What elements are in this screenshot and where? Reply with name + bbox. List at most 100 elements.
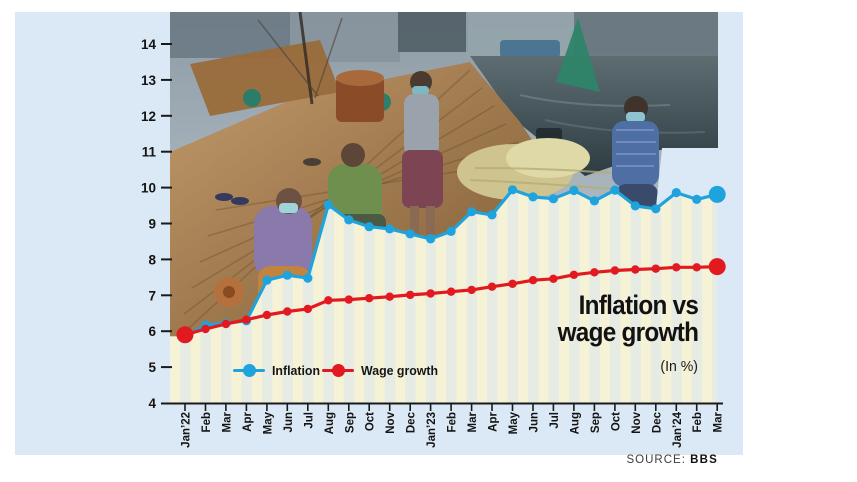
wage-growth-point [242, 315, 251, 324]
x-tick-label: Sep [590, 412, 602, 433]
wage-legend-marker-icon [322, 363, 354, 377]
inflation-point [651, 204, 661, 214]
chart-title-line1: Inflation vs [578, 290, 698, 320]
x-tick-label: Feb [447, 412, 459, 432]
wage-growth-point [549, 274, 558, 283]
y-tick-label: 7 [148, 288, 156, 303]
wage-growth-point [708, 258, 726, 276]
x-tick-label: Oct [365, 412, 377, 431]
y-tick-label: 5 [148, 360, 156, 375]
wage-growth-point [487, 282, 497, 291]
x-tick-label: Jul [303, 412, 315, 429]
wage-growth-point [426, 289, 435, 298]
source-label: SOURCE: [626, 454, 686, 466]
y-tick-label: 8 [148, 252, 156, 267]
wage-growth-point [262, 310, 272, 320]
inflation-point [630, 201, 640, 211]
x-tick-label: Jan’23 [426, 412, 438, 448]
x-tick-label: Mar [467, 411, 479, 432]
wage-growth-point [692, 263, 701, 272]
x-tick-label: Mar [713, 411, 725, 432]
x-tick-label: May [262, 411, 274, 434]
inflation-point [671, 188, 681, 198]
inflation-point [589, 196, 600, 206]
inflation-point [385, 224, 395, 234]
x-tick-label: Jan’22 [181, 412, 193, 448]
source-value: BBS [690, 454, 718, 466]
x-tick-label: Jan’24 [672, 411, 684, 447]
inflation-point [507, 185, 518, 195]
wage-growth-point [610, 266, 620, 275]
wage-growth-point [467, 285, 476, 295]
y-tick-label: 4 [148, 396, 156, 411]
x-tick-label: Nov [385, 411, 397, 433]
wage-growth-markers [176, 258, 726, 344]
y-axis: 4 5 6 7 8 9 10 11 12 13 14 [141, 37, 172, 411]
inflation-legend-label: Inflation [272, 362, 321, 378]
inflation-point [446, 226, 456, 236]
inflation-point [692, 194, 702, 204]
wage-growth-point [508, 279, 517, 288]
inflation-point [487, 210, 497, 220]
inflation-point [708, 185, 726, 203]
x-tick-label: May [508, 411, 520, 434]
y-tick-label: 10 [141, 181, 156, 196]
x-tick-label: Dec [651, 411, 663, 433]
inflation-point [364, 222, 374, 232]
x-tick-label: Jul [549, 412, 561, 429]
inflation-point [344, 215, 354, 225]
inflation-point [303, 273, 313, 283]
inflation-point [323, 200, 333, 210]
wage-growth-point [446, 287, 456, 296]
wage-growth-point [672, 263, 681, 272]
x-tick-label: Dec [406, 411, 418, 433]
x-tick-label: Oct [610, 412, 622, 431]
y-tick-label: 13 [141, 73, 157, 88]
wage-growth-point [221, 319, 231, 329]
x-tick-label: Jun [529, 412, 541, 432]
wage-growth-point [365, 294, 374, 303]
wage-growth-point [324, 296, 333, 305]
inflation-area-fill [170, 189, 718, 403]
inflation-point [405, 229, 415, 239]
source-credit: SOURCE: BBS [627, 454, 719, 466]
x-tick-label: Sep [344, 412, 356, 433]
y-tick-label: 9 [148, 217, 156, 232]
inflation-point [610, 185, 620, 195]
x-tick-label: Aug [569, 412, 581, 434]
x-tick-label: Mar [221, 411, 233, 432]
x-tick-label: Aug [324, 412, 336, 434]
y-tick-label: 11 [142, 145, 157, 160]
chart-title-line2: wage growth [557, 317, 698, 347]
wage-growth-point [201, 324, 210, 334]
y-tick-label: 6 [148, 324, 156, 339]
inflation-point [528, 192, 538, 202]
wage-legend-label: Wage growth [361, 362, 439, 378]
legend-item-inflation: Inflation [233, 362, 323, 378]
x-axis: Jan’22 Feb Mar Apr May Jun Jul Aug Sep Oct Nov Dec J… [161, 402, 725, 448]
inflation-legend-marker-icon [233, 363, 265, 377]
unit-note: (In %) [660, 358, 698, 375]
legend-item-wage-growth: Wage growth [322, 362, 442, 378]
wage-growth-point [631, 265, 640, 274]
x-tick-label: Feb [201, 412, 213, 432]
wage-growth-point [303, 304, 312, 314]
wage-growth-point [344, 295, 353, 304]
wage-growth-point [283, 307, 292, 316]
x-tick-label: Jun [283, 412, 295, 432]
x-tick-label: Feb [692, 412, 704, 432]
inflation-point [467, 207, 477, 217]
y-tick-label: 12 [141, 109, 156, 124]
wage-growth-point [385, 292, 394, 301]
wage-growth-point [651, 264, 660, 273]
wage-growth-point [406, 290, 415, 300]
wage-growth-point [590, 268, 599, 277]
x-tick-label: Apr [488, 411, 500, 431]
x-tick-label: Apr [242, 411, 254, 431]
wage-growth-point [569, 270, 579, 279]
inflation-point [548, 194, 559, 204]
x-tick-label: Nov [631, 411, 643, 433]
wage-growth-point [176, 326, 194, 344]
